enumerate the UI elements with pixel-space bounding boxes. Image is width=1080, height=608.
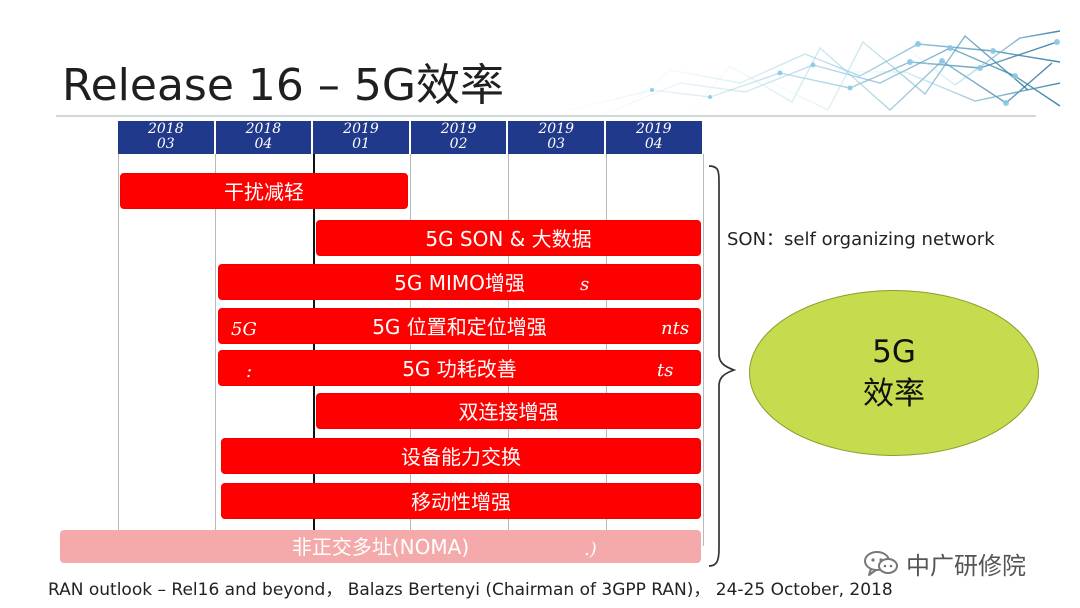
quarter-year: 2018 <box>147 121 184 137</box>
quarter-2019-q2: 2019 02 <box>410 121 509 154</box>
quarter-year: 2019 <box>440 121 477 137</box>
timeline-item-son-big-data: 5G SON & 大数据 <box>316 220 701 256</box>
quarter-number: 04 <box>644 136 663 152</box>
quarter-year: 2018 <box>245 121 282 137</box>
timeline-hidden-text-fragment: nts <box>661 318 690 339</box>
timeline-item-positioning-enhancement: 5G 位置和定位增强 <box>218 308 701 344</box>
brand-watermark: 中广研修院 <box>863 548 1053 580</box>
quarter-year: 2019 <box>538 121 574 137</box>
timeline-item-interference-mitigation: 干扰减轻 <box>120 173 408 209</box>
quarter-2019-q4: 2019 04 <box>605 121 704 154</box>
quarter-year: 2019 <box>343 121 379 137</box>
timeline-item-noma: 非正交多址(NOMA) <box>60 530 701 563</box>
source-citation: RAN outlook – Rel16 and beyond， Balazs B… <box>48 580 893 600</box>
quarter-number: 03 <box>156 136 175 152</box>
timeline-hidden-text-fragment: .) <box>584 539 597 560</box>
summary-line-1: 5G <box>872 334 916 370</box>
timeline-item-mimo-enhancement: 5G MIMO增强 <box>218 264 701 300</box>
grouping-brace <box>708 165 737 567</box>
timeline-item-device-capability-exchange: 设备能力交换 <box>221 438 701 474</box>
timeline-gridline <box>703 154 704 546</box>
wechat-brand-icon <box>864 551 898 576</box>
quarter-number: 01 <box>352 136 370 152</box>
quarter-number: 04 <box>254 136 273 152</box>
quarter-2018-q4: 2018 04 <box>215 121 314 154</box>
summary-line-2: 效率 <box>863 376 925 412</box>
quarter-year: 2019 <box>635 121 672 137</box>
timeline-hidden-text-fragment: ts <box>657 360 674 381</box>
timeline-hidden-text-fragment: s <box>580 274 590 295</box>
son-definition-note: SON：self organizing network <box>727 229 995 250</box>
quarter-header-row: 2018 03 2018 04 2019 01 2019 02 2019 03 2019 0… <box>118 121 704 154</box>
quarter-number: 03 <box>547 136 566 152</box>
quarter-2019-q3: 2019 03 <box>508 121 606 154</box>
title-divider <box>56 115 1036 117</box>
slide-title: Release 16 – 5G效率 <box>62 60 504 111</box>
timeline-item-power-improvement: 5G 功耗改善 <box>218 350 701 386</box>
timeline-item-mobility-enhancement: 移动性增强 <box>221 483 701 519</box>
timeline-hidden-text-fragment: : <box>246 361 253 382</box>
quarter-number: 02 <box>449 136 468 152</box>
quarter-2019-q1: 2019 01 <box>313 121 411 154</box>
brand-name: 中广研修院 <box>906 551 1026 580</box>
5g-efficiency-summary: 5G 效率 <box>749 290 1039 456</box>
timeline-item-dual-connectivity: 双连接增强 <box>316 393 701 429</box>
timeline-gridline <box>215 154 216 546</box>
quarter-2018-q3: 2018 03 <box>118 121 216 154</box>
timeline-hidden-text-fragment: 5G <box>231 319 257 340</box>
timeline-gridline <box>118 154 119 546</box>
network-pattern-icon <box>564 30 1060 119</box>
